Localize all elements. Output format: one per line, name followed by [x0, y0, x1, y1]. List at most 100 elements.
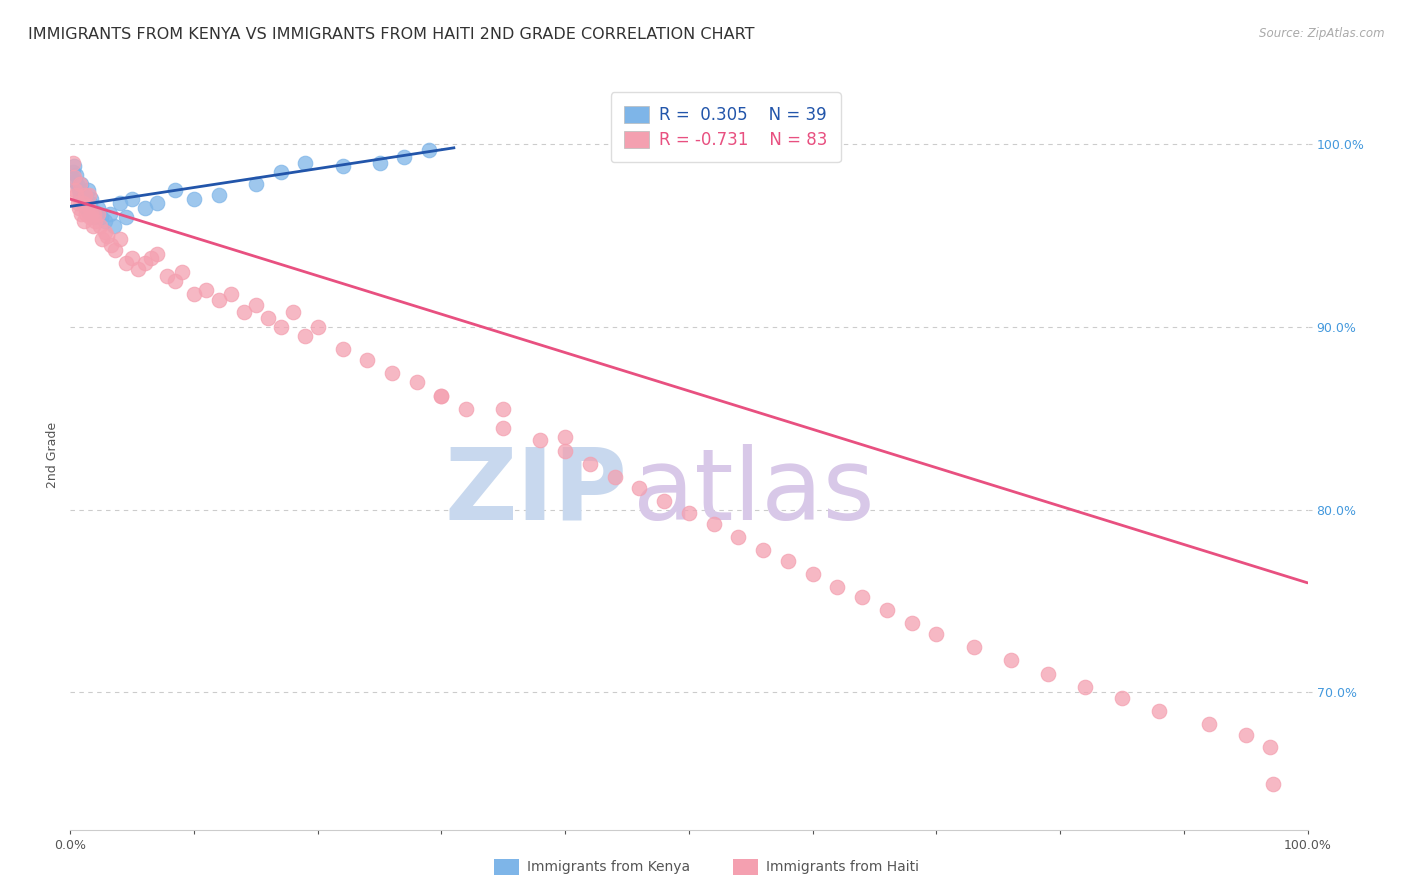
Y-axis label: 2nd Grade: 2nd Grade: [46, 422, 59, 488]
Point: [170, 265, 193, 279]
Point: [62, 164, 84, 178]
Point: [72, 195, 94, 210]
Point: [554, 430, 576, 444]
Point: [94, 214, 117, 228]
Point: [492, 402, 515, 417]
Point: [127, 261, 149, 276]
Point: [65, 174, 87, 188]
Point: [492, 420, 515, 434]
Point: [1000, 652, 1022, 666]
Point: [84, 205, 107, 219]
Point: [245, 298, 267, 312]
Point: [121, 251, 143, 265]
Point: [75, 188, 97, 202]
Point: [245, 178, 267, 192]
Point: [63, 170, 86, 185]
Point: [1234, 727, 1257, 741]
Point: [257, 310, 280, 325]
Point: [1074, 680, 1097, 694]
Point: [82, 219, 104, 234]
Point: [108, 232, 131, 246]
Point: [752, 543, 775, 558]
Point: [156, 268, 179, 283]
Point: [405, 375, 427, 389]
Point: [79, 195, 101, 210]
Point: [1260, 740, 1282, 755]
Point: [332, 342, 354, 356]
Point: [827, 580, 849, 594]
Point: [66, 179, 89, 194]
Point: [76, 199, 98, 213]
Point: [63, 159, 86, 173]
Point: [83, 207, 105, 221]
Point: [84, 214, 107, 228]
Point: [139, 251, 162, 265]
Point: [146, 247, 169, 261]
Point: [89, 219, 111, 234]
Point: [73, 214, 96, 228]
Point: [62, 155, 84, 169]
Text: IMMIGRANTS FROM KENYA VS IMMIGRANTS FROM HAITI 2ND GRADE CORRELATION CHART: IMMIGRANTS FROM KENYA VS IMMIGRANTS FROM…: [28, 27, 755, 42]
Point: [103, 219, 125, 234]
Point: [270, 164, 292, 178]
Point: [75, 188, 97, 202]
Point: [430, 389, 453, 403]
Point: [307, 320, 329, 334]
Legend: R =  0.305    N = 39, R = -0.731    N = 83: R = 0.305 N = 39, R = -0.731 N = 83: [610, 93, 841, 162]
Point: [208, 293, 231, 307]
Point: [67, 201, 90, 215]
Text: ZIP: ZIP: [444, 444, 627, 541]
Point: [65, 188, 87, 202]
Point: [394, 150, 416, 164]
Point: [430, 389, 453, 403]
Point: [86, 201, 108, 215]
Point: [90, 211, 112, 225]
Point: [851, 591, 873, 605]
Point: [208, 188, 231, 202]
Point: [165, 274, 187, 288]
Point: [77, 188, 100, 202]
Point: [65, 183, 87, 197]
Point: [456, 402, 478, 417]
Point: [146, 195, 169, 210]
Point: [83, 211, 105, 225]
Point: [652, 493, 675, 508]
Point: [776, 554, 799, 568]
Point: [94, 225, 117, 239]
Point: [69, 178, 91, 192]
Point: [628, 481, 651, 495]
Point: [183, 287, 205, 301]
Point: [75, 201, 97, 215]
Point: [270, 320, 292, 334]
Point: [356, 352, 378, 367]
Point: [232, 305, 254, 319]
Point: [108, 195, 131, 210]
Point: [294, 155, 316, 169]
Point: [1261, 777, 1284, 791]
Point: [925, 627, 948, 641]
Point: [381, 366, 404, 380]
Point: [678, 507, 700, 521]
Point: [70, 178, 93, 192]
Point: [134, 201, 156, 215]
Point: [727, 530, 749, 544]
Point: [281, 305, 304, 319]
Point: [529, 434, 551, 448]
Point: [80, 192, 103, 206]
Point: [219, 287, 242, 301]
Point: [77, 205, 100, 219]
Point: [876, 603, 898, 617]
Point: [75, 207, 97, 221]
Point: [96, 228, 118, 243]
Point: [104, 244, 127, 258]
Point: [100, 237, 122, 252]
Point: [703, 517, 725, 532]
Text: Immigrants from Haiti: Immigrants from Haiti: [766, 860, 920, 874]
Point: [801, 566, 824, 581]
Point: [554, 444, 576, 458]
Text: Source: ZipAtlas.com: Source: ZipAtlas.com: [1260, 27, 1385, 40]
Text: atlas: atlas: [633, 444, 875, 541]
Point: [98, 207, 121, 221]
Point: [368, 155, 391, 169]
Point: [134, 256, 156, 270]
